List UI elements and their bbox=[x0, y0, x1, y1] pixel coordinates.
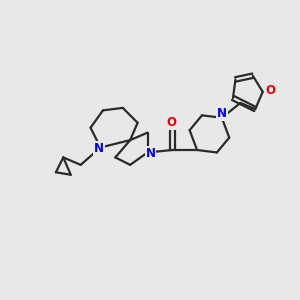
Text: N: N bbox=[146, 147, 155, 160]
Text: O: O bbox=[167, 116, 177, 129]
Text: N: N bbox=[94, 142, 104, 155]
Text: O: O bbox=[265, 84, 275, 97]
Text: N: N bbox=[217, 107, 227, 120]
